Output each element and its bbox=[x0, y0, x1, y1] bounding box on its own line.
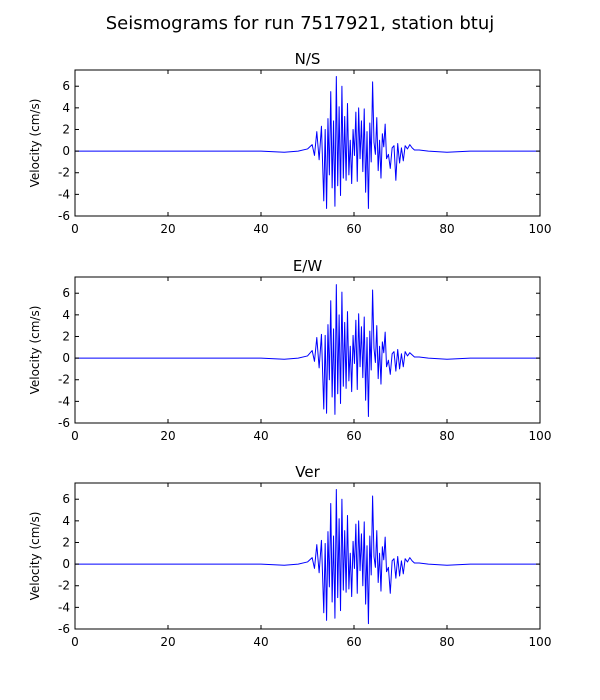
y-tick-label-ew: 4 bbox=[62, 308, 70, 322]
trace-line-ver bbox=[75, 488, 540, 625]
y-tick-label-ns: 0 bbox=[62, 144, 70, 158]
x-tick-label-ver: 0 bbox=[71, 635, 79, 649]
x-tick-label-ns: 100 bbox=[529, 222, 552, 236]
trace-line-ew bbox=[75, 284, 540, 418]
y-axis-label-ew: Velocity (cm/s) bbox=[28, 306, 42, 395]
x-tick-label-ew: 40 bbox=[253, 429, 268, 443]
panel-title-ew: E/W bbox=[293, 257, 323, 275]
x-tick-label-ver: 80 bbox=[439, 635, 454, 649]
panel-ver: Ver Velocity (cm/s) 0 20 40 60 80 100 -6 -4 -2 0 2 4 6 bbox=[28, 463, 551, 649]
x-tick-label-ew: 100 bbox=[529, 429, 552, 443]
axes-frame-ew bbox=[74, 276, 541, 424]
axes-frame-ns bbox=[74, 69, 541, 217]
x-tick-label-ns: 0 bbox=[71, 222, 79, 236]
figure-title: Seismograms for run 7517921, station btu… bbox=[106, 13, 495, 34]
y-tick-label-ew: -6 bbox=[58, 416, 70, 430]
x-tick-label-ns: 60 bbox=[346, 222, 361, 236]
y-tick-label-ver: 2 bbox=[62, 535, 70, 549]
y-tick-label-ns: 4 bbox=[62, 101, 70, 115]
y-axis-label-ns: Velocity (cm/s) bbox=[28, 99, 42, 188]
panel-ns: N/S Velocity (cm/s) 0 20 40 60 80 100 -6 -4 -2 0 2 4 6 bbox=[28, 50, 551, 236]
x-tick-label-ver: 20 bbox=[160, 635, 175, 649]
y-axis-label-ver: Velocity (cm/s) bbox=[28, 512, 42, 601]
x-tick-label-ns: 20 bbox=[160, 222, 175, 236]
x-tick-label-ver: 40 bbox=[253, 635, 268, 649]
y-tick-label-ew: 2 bbox=[62, 329, 70, 343]
y-tick-label-ew: -2 bbox=[58, 373, 70, 387]
panel-title-ns: N/S bbox=[295, 50, 321, 68]
panel-title-ver: Ver bbox=[295, 463, 320, 481]
x-tick-label-ew: 80 bbox=[439, 429, 454, 443]
x-tick-label-ns: 40 bbox=[253, 222, 268, 236]
y-tick-label-ns: -6 bbox=[58, 209, 70, 223]
y-tick-label-ver: -2 bbox=[58, 579, 70, 593]
axes-frame-ver bbox=[74, 482, 541, 630]
y-tick-label-ver: 4 bbox=[62, 514, 70, 528]
x-tick-label-ver: 60 bbox=[346, 635, 361, 649]
y-tick-label-ns: -2 bbox=[58, 166, 70, 180]
x-tick-label-ns: 80 bbox=[439, 222, 454, 236]
x-tick-label-ew: 0 bbox=[71, 429, 79, 443]
y-tick-label-ver: 6 bbox=[62, 492, 70, 506]
y-tick-label-ver: -6 bbox=[58, 622, 70, 636]
x-tick-label-ew: 60 bbox=[346, 429, 361, 443]
y-tick-label-ns: -4 bbox=[58, 187, 70, 201]
y-tick-label-ns: 6 bbox=[62, 79, 70, 93]
y-tick-label-ew: 6 bbox=[62, 286, 70, 300]
trace-line-ns bbox=[75, 75, 540, 209]
y-tick-label-ew: 0 bbox=[62, 351, 70, 365]
y-tick-label-ver: -4 bbox=[58, 600, 70, 614]
x-tick-label-ver: 100 bbox=[529, 635, 552, 649]
x-tick-label-ew: 20 bbox=[160, 429, 175, 443]
y-tick-label-ns: 2 bbox=[62, 122, 70, 136]
panel-ew: E/W Velocity (cm/s) 0 20 40 60 80 100 -6 -4 -2 0 2 4 6 bbox=[28, 257, 551, 443]
y-tick-label-ver: 0 bbox=[62, 557, 70, 571]
y-tick-label-ew: -4 bbox=[58, 394, 70, 408]
